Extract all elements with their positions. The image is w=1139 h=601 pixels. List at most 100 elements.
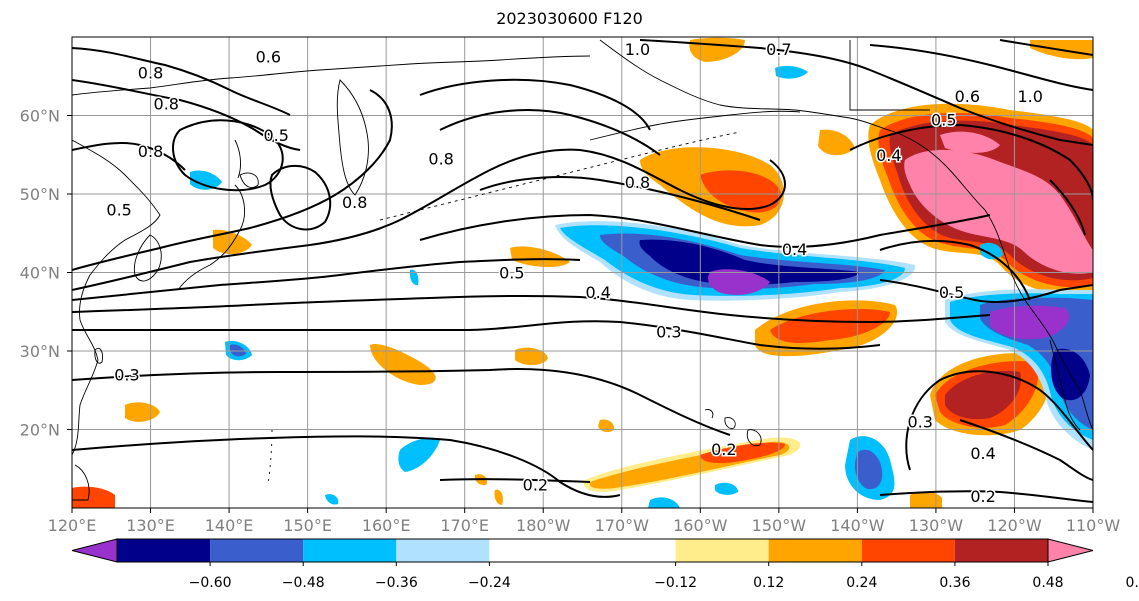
contour-label: 0.5 [499, 264, 524, 283]
shade-negative [325, 494, 339, 505]
colorbar-tick-label: 0.24 [846, 575, 877, 591]
axis-labels: 120°E 130°E 140°E 150°E 160°E 170°E 180°W 170°W… [20, 107, 1121, 536]
contour-line [905, 370, 1093, 471]
shade-positive [510, 246, 570, 268]
colorbar: −0.60 −0.48 −0.36 −0.24 −0.12 0.12 0.24 0.36 0.4… [71, 538, 1139, 591]
lat-tick-label: 60°N [20, 107, 60, 126]
shade-negative [398, 438, 440, 472]
colorbar-segment [954, 539, 1048, 562]
coastline-namerica [1049, 339, 1081, 431]
lon-tick-label: 110°W [1066, 516, 1121, 535]
lat-tick-label: 50°N [20, 185, 60, 204]
contour-lines [72, 39, 1093, 503]
contour-line [269, 164, 332, 231]
contour-line [479, 176, 761, 221]
contour-label: 0.8 [342, 193, 367, 212]
contour-label: 0.3 [907, 413, 932, 432]
contour-label: 0.6 [955, 87, 980, 106]
shade-positive [700, 170, 781, 213]
contour-line [959, 419, 1093, 481]
coastline-japan [177, 184, 246, 291]
contour-label: 0.8 [138, 63, 163, 82]
lon-tick-label: 120°W [987, 516, 1042, 535]
map-plot-area: 0.8 0.6 1.0 0.7 0.8 0.5 0.8 0.8 0.8 0.5 0.6 1.0 0.4 0… [72, 37, 1093, 508]
contour-label: 0.8 [154, 95, 179, 114]
lon-tick-label: 130°W [909, 516, 964, 535]
lat-tick-label: 30°N [20, 342, 60, 361]
contour-line [72, 320, 881, 350]
contour-line [72, 294, 991, 324]
contour-label: 0.8 [625, 173, 650, 192]
shade-positive [910, 491, 942, 508]
coastline-japan [239, 172, 259, 188]
contour-label: 0.6 [256, 48, 281, 67]
coastline-namerica [894, 131, 1093, 431]
shade-positive [72, 486, 115, 508]
contour-label: 0.8 [428, 150, 453, 169]
coastline-islands [267, 429, 273, 486]
shade-negative [990, 305, 1069, 340]
contour-line [1049, 179, 1086, 236]
colorbar-tick-label: −0.60 [189, 575, 232, 591]
colorbar-tick-label: 0.48 [1032, 575, 1063, 591]
contour-line [72, 435, 621, 498]
coastline-hawaii [704, 409, 714, 419]
colorbar-segment [117, 539, 211, 562]
coastline-asia [72, 55, 591, 96]
shade-negative [715, 482, 738, 495]
contour-line [439, 109, 661, 156]
shade-positive [700, 442, 785, 464]
contour-label: 0.5 [106, 201, 131, 220]
contour-label: 0.3 [656, 322, 681, 341]
contour-line [72, 258, 581, 301]
lon-tick-label: 150°W [752, 516, 807, 535]
contour-label: 1.0 [625, 40, 650, 59]
contour-label: 1.0 [1017, 87, 1042, 106]
colorbar-frame [116, 538, 1049, 563]
lon-tick-label: 150°E [283, 516, 332, 535]
shade-negative [980, 242, 1003, 260]
contour-label: 0.4 [876, 146, 901, 165]
contour-line [639, 39, 1093, 146]
colorbar-tick-label: −0.36 [375, 575, 418, 591]
shade-negative [639, 239, 860, 285]
lon-tick-label: 170°W [595, 516, 650, 535]
colorbar-tick-label: 0.60 [1126, 575, 1139, 591]
shade-negative [854, 449, 883, 490]
coastline-hawaii [724, 417, 736, 429]
lon-tick-label: 140°E [205, 516, 254, 535]
colorbar-extend-max [1047, 538, 1094, 563]
shade-positive [125, 402, 160, 422]
contour-line [849, 123, 1093, 201]
contour-line [72, 47, 291, 116]
colorbar-segment [489, 539, 676, 562]
lat-tick-label: 40°N [20, 264, 60, 283]
lon-tick-label: 120°E [48, 516, 97, 535]
contour-line [419, 78, 651, 131]
shade-negative [190, 170, 222, 190]
contour-label: 0.4 [970, 444, 995, 463]
contour-label: 0.2 [711, 440, 736, 459]
coastline-taiwan [94, 347, 103, 364]
colorbar-extend-min [71, 538, 118, 563]
lon-tick-label: 160°W [673, 516, 728, 535]
coastline-hawaii [746, 429, 762, 447]
shade-negative [648, 497, 680, 508]
colorbar-tick-label: −0.12 [654, 575, 697, 591]
colorbar-segment [675, 539, 769, 562]
shade-negative [230, 344, 246, 357]
shade-positive [598, 419, 615, 433]
shade-positive [818, 129, 855, 156]
colorbar-segment [396, 539, 490, 562]
colorbar-tick-label: −0.24 [468, 575, 511, 591]
contour-label: 0.5 [931, 110, 956, 129]
coastline-aleutians [379, 131, 741, 221]
contour-label: 0.2 [523, 475, 548, 494]
colorbar-tick-label: 0.12 [753, 575, 784, 591]
coastline-alaska [599, 39, 896, 133]
contour-line [72, 148, 786, 291]
shade-positive [940, 131, 1000, 153]
contour-line [879, 239, 1031, 301]
lon-tick-label: 170°E [440, 516, 489, 535]
